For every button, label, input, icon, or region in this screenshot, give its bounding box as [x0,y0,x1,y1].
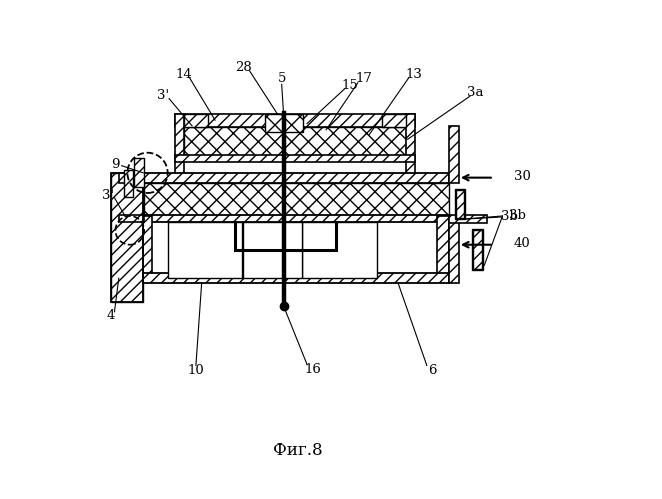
Text: 9: 9 [111,158,120,171]
Bar [143,173,449,184]
Bar [449,216,487,223]
Bar [455,189,465,220]
Text: 17: 17 [355,72,372,85]
Bar [472,230,483,269]
Bar [455,190,464,219]
Bar [449,126,459,184]
Bar [168,222,242,278]
Text: 30: 30 [514,170,531,183]
Bar [175,114,184,174]
Bar [303,222,377,278]
Text: 3a: 3a [467,86,484,99]
Text: 13: 13 [405,68,422,81]
Bar [438,216,449,278]
Text: 3b: 3b [500,211,518,224]
Bar [244,222,303,278]
Text: 16: 16 [305,363,321,376]
Text: 28: 28 [236,61,252,74]
Bar [118,184,144,216]
Bar [473,231,482,268]
Bar [406,114,415,174]
Bar [184,114,208,127]
Bar [143,216,152,278]
Bar [124,171,132,197]
Bar [143,215,449,222]
Bar [382,114,406,127]
Bar [175,155,415,162]
Text: 5: 5 [277,72,286,85]
Text: 14: 14 [175,68,192,81]
Text: 40: 40 [514,237,531,250]
Text: 4: 4 [107,309,115,322]
Bar [143,184,449,216]
Text: 10: 10 [187,364,205,377]
Bar [111,173,143,302]
Text: 15: 15 [342,79,359,92]
Bar [175,114,415,127]
Text: Фиг.8: Фиг.8 [273,442,322,459]
Text: 3': 3' [158,89,169,102]
Bar [118,215,144,222]
Text: 6: 6 [428,364,437,377]
Bar [184,127,406,159]
Bar [265,114,303,132]
Bar [118,173,144,184]
Bar [134,159,144,187]
Bar [143,273,449,283]
Bar [449,221,459,283]
Text: 3b: 3b [509,209,526,222]
Text: 3': 3' [102,189,115,203]
Bar [111,173,143,302]
